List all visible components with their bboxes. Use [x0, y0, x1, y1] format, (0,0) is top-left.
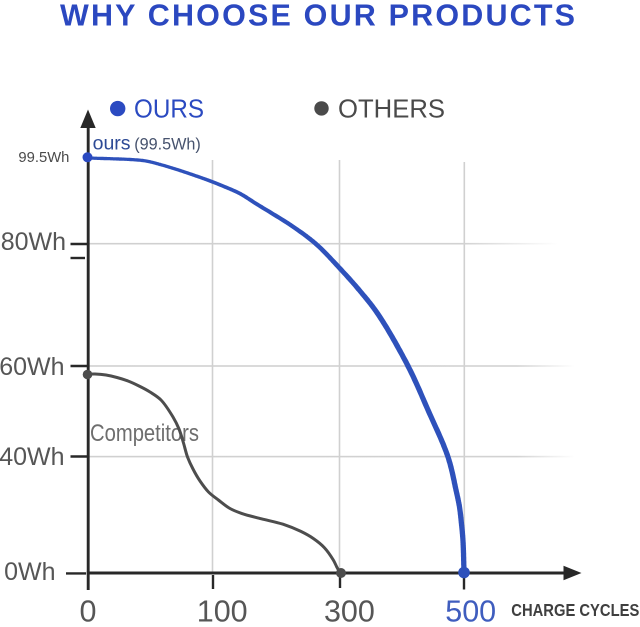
svg-text:60Wh: 60Wh: [0, 353, 65, 381]
svg-text:99.5Wh: 99.5Wh: [18, 150, 69, 166]
svg-text:WHY CHOOSE OUR PRODUCTS: WHY CHOOSE OUR PRODUCTS: [60, 0, 575, 33]
svg-text:ours: ours: [93, 133, 131, 155]
svg-text:300: 300: [324, 595, 375, 623]
svg-text:40Wh: 40Wh: [0, 443, 65, 471]
svg-text:OTHERS: OTHERS: [338, 94, 445, 124]
svg-text:0Wh: 0Wh: [4, 558, 55, 586]
svg-text:OURS: OURS: [134, 94, 204, 124]
svg-text:0: 0: [80, 595, 97, 623]
svg-text:80Wh: 80Wh: [1, 228, 66, 256]
svg-text:CHARGE CYCLES: CHARGE CYCLES: [511, 600, 639, 620]
svg-text:100: 100: [197, 595, 248, 623]
svg-text:(99.5Wh): (99.5Wh): [134, 136, 201, 154]
svg-text:500: 500: [445, 595, 496, 623]
